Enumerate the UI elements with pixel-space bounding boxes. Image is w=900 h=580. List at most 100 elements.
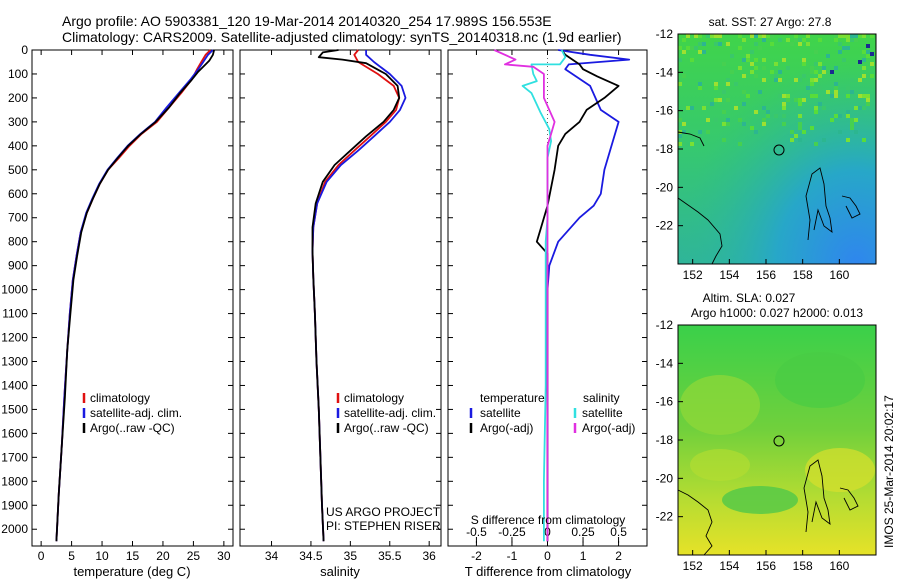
legend-satellite-label: satellite-adj. clim. [90,406,182,420]
sst-pixel [818,102,822,106]
sst-pixel [738,66,742,70]
x-tick-label: 35.5 [378,549,402,563]
x-tick-label: 2 [615,549,622,563]
salinity-profile-lines [311,49,407,542]
sst-pixel [834,114,838,118]
legend-argo-label: Argo(..raw -QC) [344,421,429,435]
sst-pixel [770,42,774,46]
depth-tick-label: 1000 [1,283,28,297]
temperature-profile-lines [55,49,215,542]
sst-pixel [770,70,774,74]
sst-pixel [818,74,822,78]
sst-pixel [798,126,802,130]
sst-pixel [862,106,866,110]
sst-pixel [846,38,850,42]
series-line-climatology [55,49,212,542]
sst-pixel [798,102,802,106]
map-lat-label: -18 [656,433,674,447]
sst-pixel [762,78,766,82]
sst-pixel [690,142,694,146]
sst-pixel [858,94,862,98]
sst-pixel [854,38,858,42]
sst-pixel [690,106,694,110]
s-tick-label: 0.25 [571,525,595,539]
sst-pixel [802,98,806,102]
sst-pixel [866,50,870,54]
sst-pixel [718,42,722,46]
sst-pixel [838,42,842,46]
sst-pixel [814,110,818,114]
sst-pixel [774,62,778,66]
temperature-axis-ticks: 0 5 10 15 20 25 30 [38,50,231,563]
sst-pixel [690,46,694,50]
sst-pixel [742,90,746,94]
sst-pixel [826,54,830,58]
sst-pixel [750,62,754,66]
sst-pixel [738,34,742,38]
sst-pixel [778,94,782,98]
temperature-legend: climatology satellite-adj. clim. Argo(..… [82,391,182,435]
x-tick-label: 34 [265,549,279,563]
sst-pixel [682,122,686,126]
sst-pixel [774,78,778,82]
sst-pixel [834,82,838,86]
sst-pixel-dark [866,44,870,48]
sst-map-coastline [677,131,861,265]
sst-pixel [806,34,810,38]
sst-pixel [814,78,818,82]
sst-pixel [722,122,726,126]
sst-pixel [854,34,858,38]
sst-pixel [726,98,730,102]
sst-pixel [682,142,686,146]
sst-pixel [786,98,790,102]
sst-pixel [814,62,818,66]
sst-pixel [754,66,758,70]
depth-tick-label: 800 [8,235,28,249]
s-difference-axis-label: S difference from climatology [471,513,626,527]
x-tick-label: 20 [156,549,170,563]
sla-map-panel: Altim. SLA: 0.027 Argo h1000: 0.027 h200… [656,291,877,573]
sst-pixel [794,34,798,38]
credits-line1: US ARGO PROJECT [326,505,441,519]
sst-pixel [814,142,818,146]
salinity-panel: 34 34.5 35 35.5 36 salinity climatology sate… [239,49,442,579]
sst-pixel [750,34,754,38]
sst-pixel [738,118,742,122]
sst-pixel [762,38,766,42]
x-tick-label: 36 [422,549,436,563]
sst-pixel [726,122,730,126]
series-line-t-argo-adj- [535,49,620,542]
sst-pixel [862,50,866,54]
header-line1: Argo profile: AO 5903381_120 19-Mar-2014… [62,13,552,29]
sst-pixel [722,126,726,130]
sst-pixel [802,130,806,134]
sla-map-subtitle: Argo h1000: 0.027 h2000: 0.013 [691,306,863,320]
sst-pixel [678,142,682,146]
sst-pixel [782,106,786,110]
legend-argo-label: Argo(..raw -QC) [90,421,175,435]
sst-pixel [678,118,682,122]
depth-tick-label: 1700 [1,450,28,464]
legend-climatology-label: climatology [90,391,150,405]
sst-pixel [830,94,834,98]
sla-map-coastline [677,459,859,556]
sst-pixel [846,94,850,98]
sst-pixel [702,42,706,46]
sst-map-panel: sat. SST: 27 Argo: 27.8 152 154 156 158 160 -… [656,15,877,282]
sst-pixel [870,34,874,38]
sst-pixel [790,42,794,46]
sst-pixel [694,46,698,50]
x-tick-label: 34.5 [299,549,323,563]
sst-pixel [682,74,686,78]
sla-blob [805,448,875,492]
sst-pixel [870,62,874,66]
sst-pixel [802,58,806,62]
sla-map-argo-marker [773,435,785,447]
salinity-plot-frame [239,49,442,547]
sst-pixel [686,46,690,50]
s-tick-label: -0.25 [498,525,526,539]
map-lon-label: 160 [829,268,849,282]
sst-pixel [778,78,782,82]
series-line-s-satellite [521,49,567,542]
